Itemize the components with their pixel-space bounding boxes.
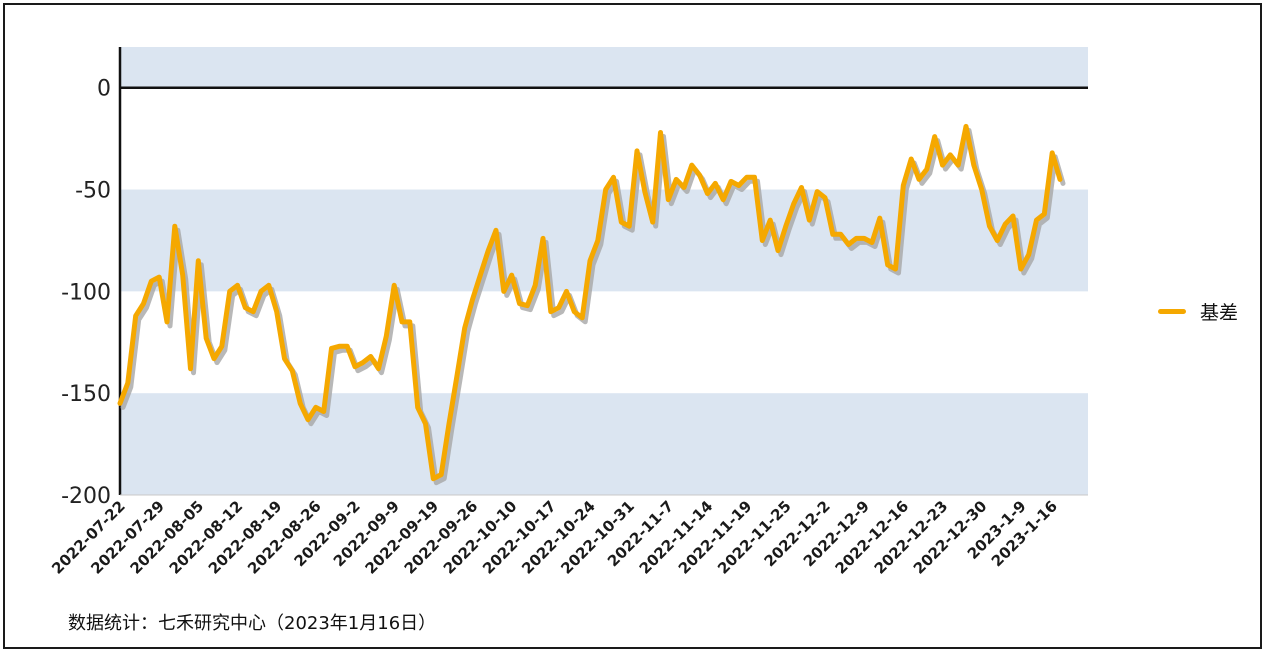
legend: 基差 [1158,298,1238,325]
legend-swatch [1158,309,1186,314]
y-axis-ticks: 0 -50 -100 -150 -200 [61,77,111,509]
y-tick-label: -50 [75,179,111,204]
chart-frame [3,3,1262,649]
series-line-basis [117,123,1063,482]
y-tick-label: -100 [61,280,111,305]
source-note: 数据统计：七禾研究中心（2023年1月16日） [68,613,437,634]
grid-band-0 [120,47,1088,88]
grid-band-2 [120,393,1088,495]
legend-label: 基差 [1200,302,1239,324]
background-bands [120,47,1088,495]
y-tick-label: -200 [61,484,111,509]
x-axis-ticks: 2022-07-222022-07-292022-08-052022-08-12… [48,497,1061,578]
y-tick-label: -150 [61,382,111,407]
y-tick-label: 0 [97,77,111,102]
